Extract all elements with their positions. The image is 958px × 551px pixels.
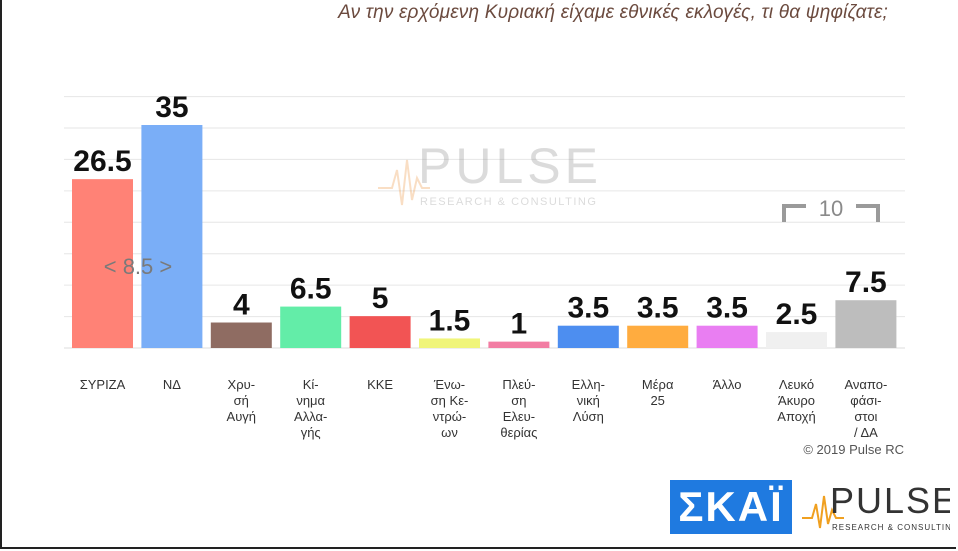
bar <box>557 325 619 348</box>
category-label: 25 <box>650 393 664 408</box>
bracket-annotation-label: 10 <box>819 196 843 221</box>
category-label: Αλλα- <box>294 409 327 424</box>
bar <box>419 338 480 348</box>
category-label: Ένω- <box>433 377 465 392</box>
category-label: φάσι- <box>850 393 881 408</box>
category-label: Λύση <box>573 409 604 424</box>
bracket-annotation-right <box>856 204 880 222</box>
category-label: Ελευ- <box>503 409 535 424</box>
category-label: ων <box>441 425 458 440</box>
value-labels: 26.5 35 4 6.5 5 1.5 1 3.5 3.5 3.5 2.5 7.5 <box>73 91 886 341</box>
gap-annotation: < 8.5 > <box>104 254 173 279</box>
category-label: στοι <box>854 409 877 424</box>
category-label: ντρώ- <box>433 409 467 424</box>
category-label: Άλλο <box>713 377 742 392</box>
category-label: Μέρα <box>642 377 674 392</box>
category-label: Αποχή <box>777 409 815 424</box>
category-label: Πλεύ- <box>502 377 535 392</box>
category-label: Χρυ- <box>228 377 256 392</box>
category-label: Κί- <box>303 377 319 392</box>
bars <box>72 125 897 348</box>
category-label: σή <box>234 393 249 408</box>
watermark-pulse-subtext: RESEARCH & CONSULTING <box>420 196 597 208</box>
category-label: Ελλη- <box>572 377 605 392</box>
category-label: νημα <box>296 393 325 408</box>
bar <box>210 322 272 348</box>
bar <box>627 325 689 348</box>
pulse-logo-text: PULSE <box>830 480 950 521</box>
value-label: 3.5 <box>567 292 609 325</box>
bar <box>141 125 203 348</box>
category-label: γής <box>301 425 321 440</box>
category-label: ΚΚΕ <box>367 377 393 392</box>
value-label: 5 <box>372 282 389 315</box>
category-label: Αναπο- <box>845 377 888 392</box>
value-label: 3.5 <box>706 292 748 325</box>
value-label: 1.5 <box>429 304 471 337</box>
skai-logo: ΣΚΑΪ <box>670 480 792 534</box>
category-label: / ΔΑ <box>854 425 878 440</box>
bar <box>766 332 827 348</box>
value-label: 35 <box>155 91 188 124</box>
bar <box>349 316 411 348</box>
category-label: Αυγή <box>227 409 257 424</box>
category-label: Λευκό <box>779 377 814 392</box>
grid-lines <box>64 96 905 349</box>
category-label: Άκυρο <box>778 393 815 408</box>
category-label: θερίας <box>500 425 537 440</box>
bracket-annotation-left <box>782 204 806 222</box>
pulse-logo-line <box>802 495 844 529</box>
bar <box>835 300 897 348</box>
pulse-logo-subtext: RESEARCH & CONSULTING <box>832 523 950 532</box>
value-label: 7.5 <box>845 266 887 299</box>
category-label: ση Κε- <box>431 393 469 408</box>
pulse-watermark: PULSE RESEARCH & CONSULTING <box>378 138 602 208</box>
copyright-text: © 2019 Pulse RC <box>803 442 904 457</box>
value-label: 4 <box>233 289 250 322</box>
value-label: 3.5 <box>637 292 679 325</box>
bar <box>280 306 342 348</box>
value-label: 6.5 <box>290 273 332 306</box>
category-label: ΣΥΡΙΖΑ <box>80 377 126 392</box>
bar <box>696 325 758 348</box>
watermark-pulse-text: PULSE <box>418 138 602 194</box>
bar <box>72 179 133 348</box>
pulse-logo: PULSE RESEARCH & CONSULTING <box>802 480 950 532</box>
value-label: 2.5 <box>776 298 818 331</box>
skai-logo-text: ΣΚΑΪ <box>678 483 784 530</box>
chart-title: Αν την ερχόμενη Κυριακή είχαμε εθνικές ε… <box>338 2 888 23</box>
category-label: ση <box>511 393 526 408</box>
value-label: 26.5 <box>73 145 131 178</box>
bar <box>488 341 550 348</box>
category-label: ΝΔ <box>163 377 181 392</box>
value-label: 1 <box>511 308 528 341</box>
category-label: νική <box>577 393 600 408</box>
watermark-pulse-line <box>378 159 430 206</box>
